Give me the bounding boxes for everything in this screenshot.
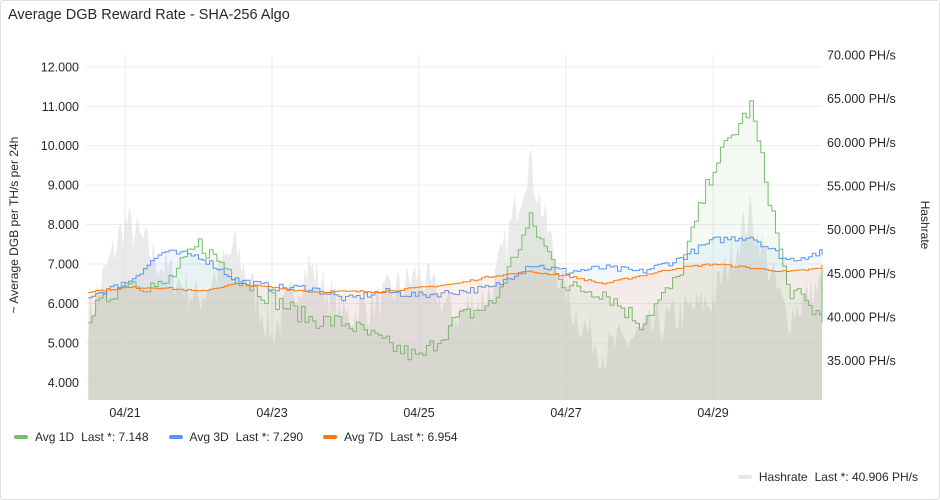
- legend-swatch-avg-3d: [168, 435, 183, 439]
- y-tick-label: 6.000: [48, 297, 79, 311]
- y2-tick-label: 40.000 PH/s: [827, 311, 896, 325]
- series-hashrate-area: [88, 148, 822, 400]
- series-avg-1d-line: [88, 100, 823, 361]
- y2-tick-label: 35.000 PH/s: [827, 354, 896, 368]
- legend-last-value: Last *: 40.906 PH/s: [814, 470, 918, 484]
- x-tick-label: 04/25: [403, 406, 434, 420]
- legend-swatch-avg-7d: [323, 435, 338, 439]
- legend-item-avg-3d[interactable]: Avg 3D Last *: 7.290: [168, 430, 304, 444]
- y2-tick-label: 55.000 PH/s: [827, 180, 896, 194]
- series-avg-3d-area: [88, 236, 822, 400]
- legend-item-hashrate[interactable]: Hashrate Last *: 40.906 PH/s: [737, 470, 918, 484]
- legend-last-value: Last *: 7.290: [235, 430, 304, 444]
- legend-item-avg-1d[interactable]: Avg 1D Last *: 7.148: [14, 430, 149, 444]
- legend: Avg 1D Last *: 7.148 Avg 3D Last *: 7.29…: [14, 430, 458, 444]
- x-tick-label: 04/21: [109, 406, 140, 420]
- y2-tick-label: 45.000 PH/s: [827, 267, 896, 281]
- x-tick-label: 04/29: [697, 406, 728, 420]
- legend-label: Avg 1D: [35, 430, 75, 444]
- y2-tick-label: 70.000 PH/s: [827, 49, 896, 63]
- x-tick-label: 04/27: [550, 406, 581, 420]
- series-avg-7d-line: [88, 263, 823, 293]
- legend-last-value: Last *: 6.954: [390, 430, 458, 444]
- series-avg-3d-line: [88, 236, 823, 302]
- y-tick-label: 8.000: [48, 218, 79, 232]
- series-avg-1d-area: [88, 100, 822, 400]
- y2-tick-label: 50.000 PH/s: [827, 223, 896, 237]
- legend-last-value: Last *: 7.148: [81, 430, 149, 444]
- series-avg-7d-area: [88, 264, 822, 400]
- y-tick-label: 5.000: [48, 336, 79, 350]
- y-tick-label: 12.000: [41, 60, 79, 74]
- legend-label: Avg 3D: [189, 430, 229, 444]
- y2-tick-label: 60.000 PH/s: [827, 136, 896, 150]
- legend-swatch-avg-1d: [14, 435, 28, 439]
- x-tick-label: 04/23: [256, 406, 287, 420]
- y-tick-label: 11.000: [42, 100, 79, 114]
- y-tick-label: 7.000: [48, 257, 79, 271]
- legend-item-avg-7d[interactable]: Avg 7D Last *: 6.954: [323, 430, 458, 444]
- y-tick-label: 9.000: [48, 179, 79, 193]
- legend-label: Hashrate: [758, 470, 808, 484]
- y-tick-label: 10.000: [41, 139, 79, 153]
- legend-swatch-hashrate: [737, 475, 752, 479]
- panel-title[interactable]: Average DGB Reward Rate - SHA-256 Algo: [8, 7, 290, 23]
- legend-label: Avg 7D: [344, 430, 384, 444]
- y-tick-label: 4.000: [48, 376, 79, 390]
- y2-tick-label: 65.000 PH/s: [827, 92, 896, 106]
